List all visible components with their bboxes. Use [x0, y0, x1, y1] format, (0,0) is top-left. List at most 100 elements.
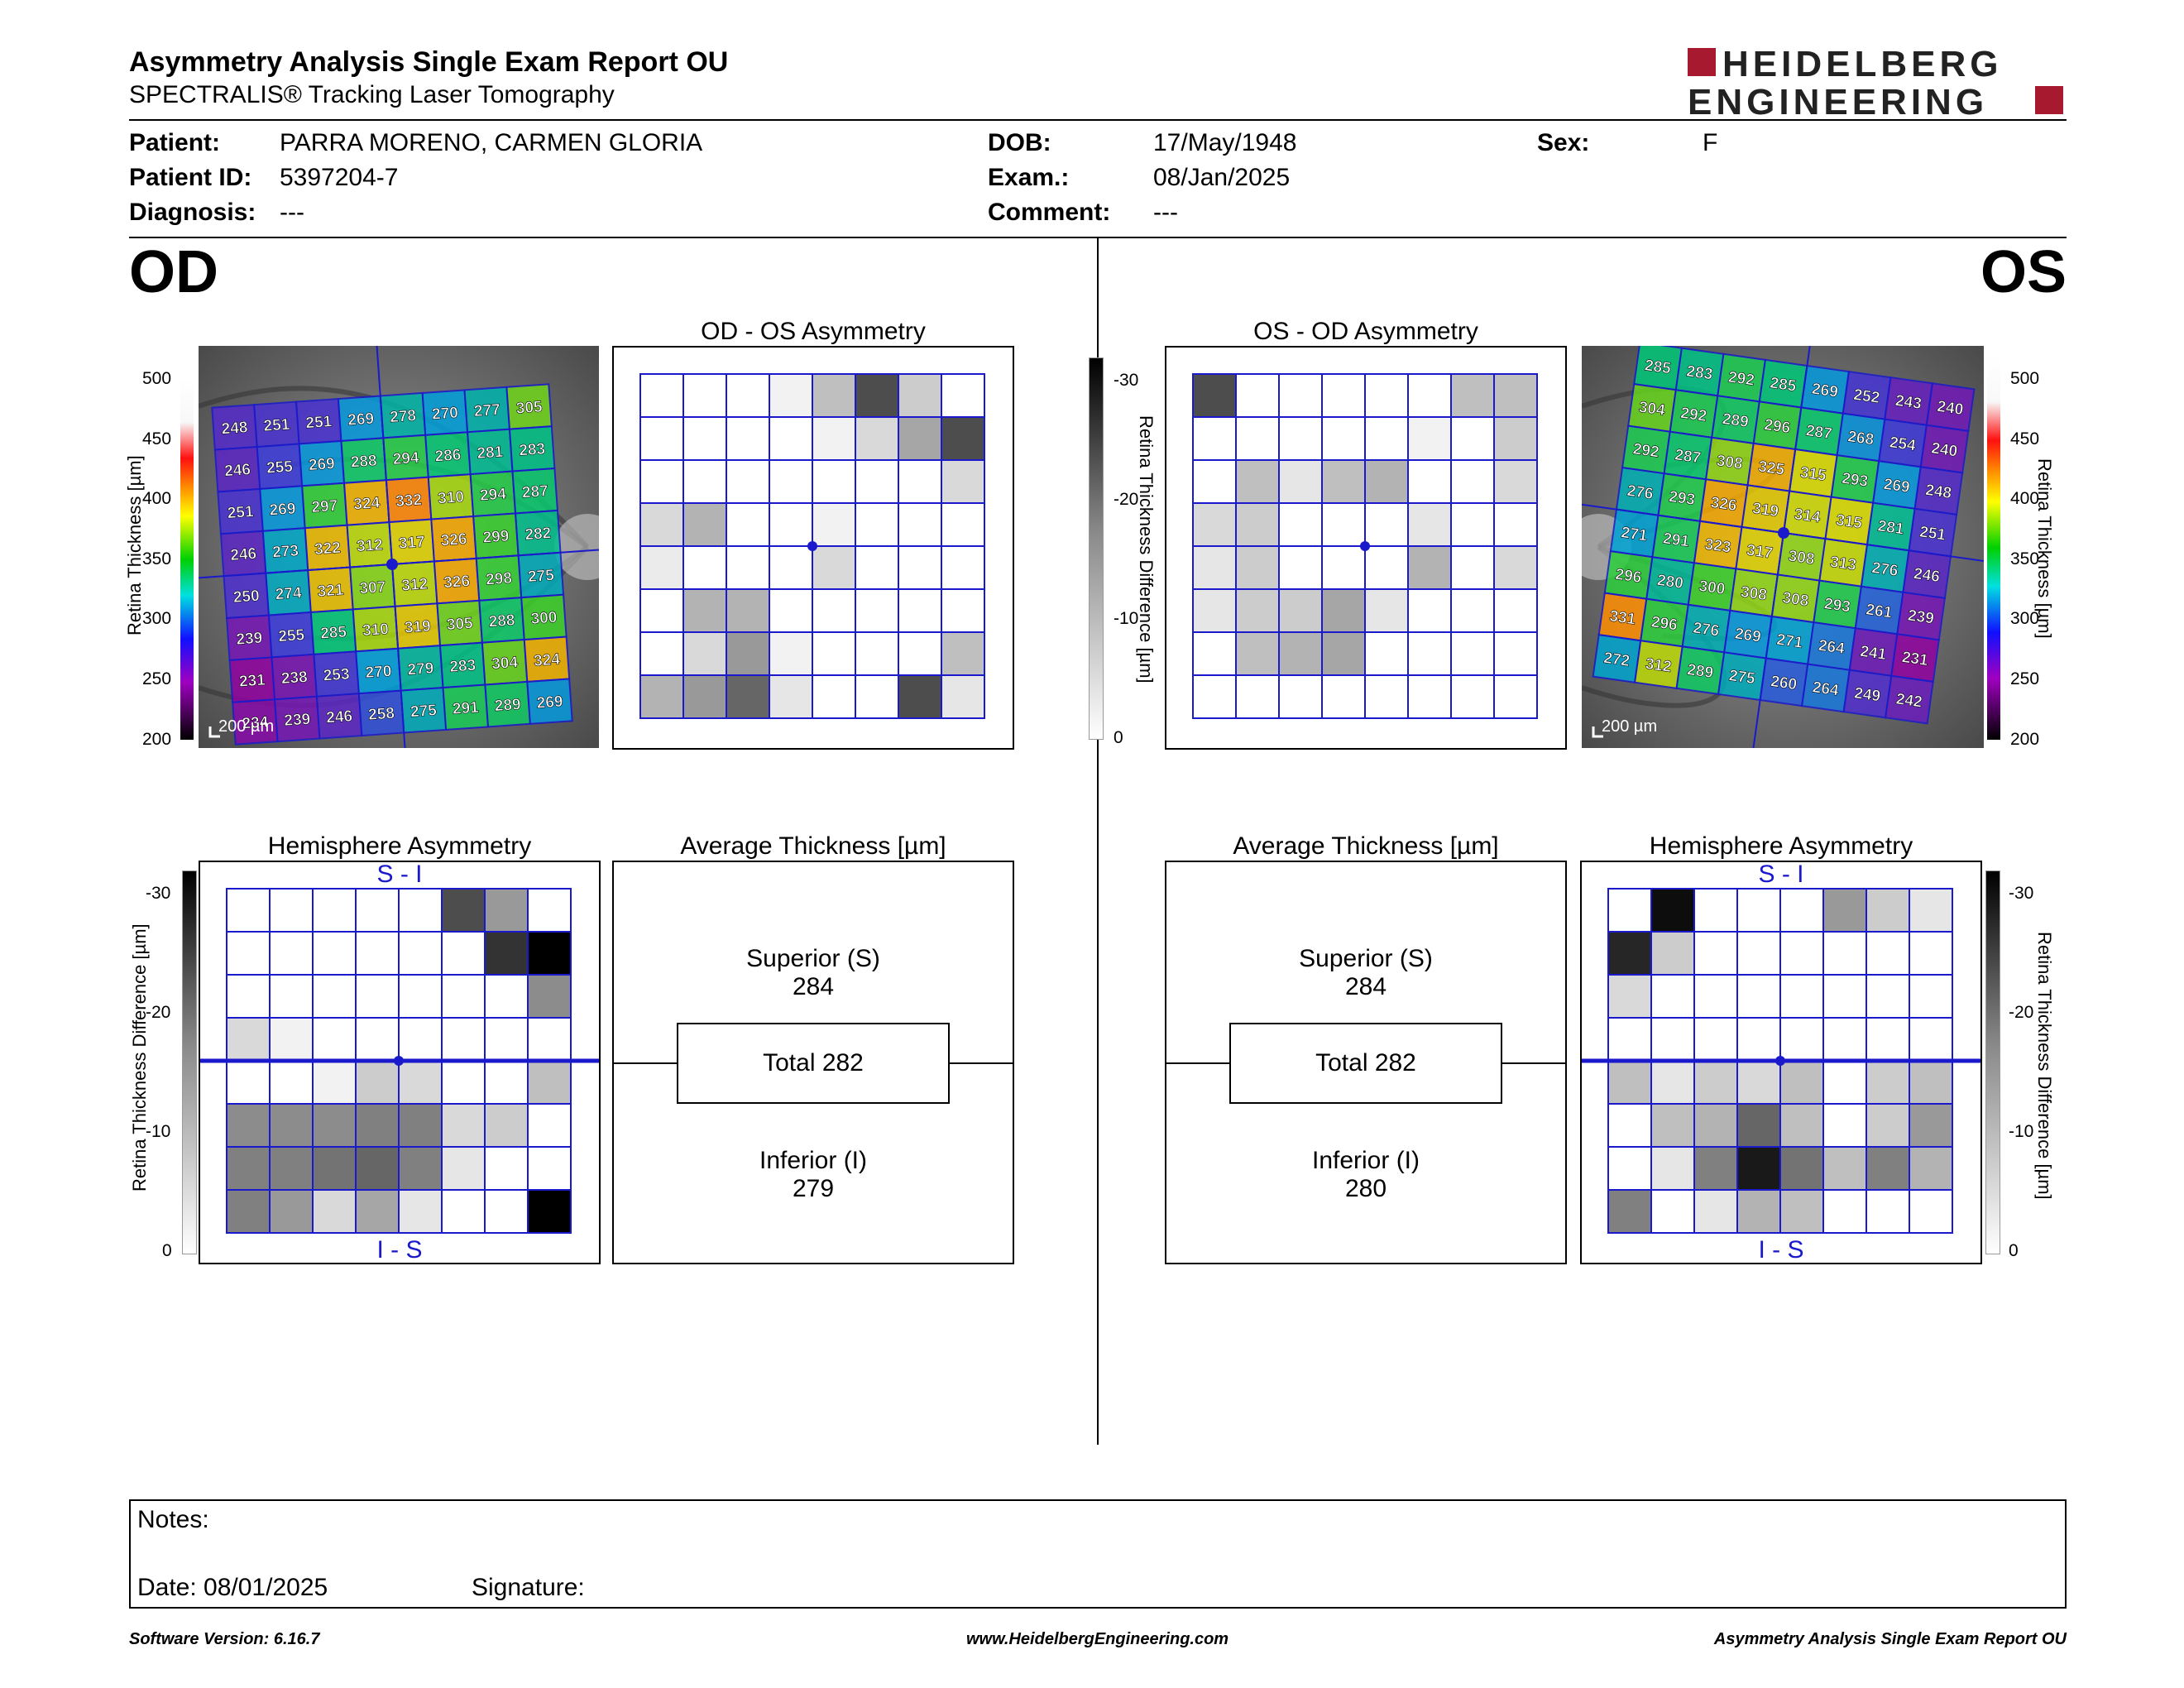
grid-cell — [1779, 1060, 1824, 1105]
grid-cell — [1736, 931, 1781, 976]
grid-cell — [1650, 1146, 1695, 1191]
thickness-value: 261 — [1865, 601, 1894, 621]
grid-cell — [441, 1060, 486, 1105]
grid-cell — [1607, 931, 1652, 976]
sex-value: F — [1703, 129, 1718, 156]
thickness-tick: 200 — [2010, 729, 2040, 749]
grid-cell — [269, 1189, 314, 1234]
thickness-value: 231 — [238, 672, 266, 691]
grid-cell — [398, 1189, 443, 1234]
grid-cell — [1192, 416, 1237, 461]
dob-label: DOB: — [988, 129, 1051, 156]
thickness-value: 293 — [1823, 595, 1851, 616]
thickness-tick: 250 — [2010, 669, 2040, 688]
grid-cell — [226, 1189, 271, 1234]
os-hemi-tick-20: -20 — [2009, 1003, 2034, 1022]
diff-tick-30: -30 — [1114, 371, 1139, 390]
grid-cell — [1736, 1189, 1781, 1234]
thickness-value: 321 — [317, 582, 345, 601]
fovea-center-marker — [1778, 527, 1789, 539]
grid-cell — [1607, 974, 1652, 1019]
grid-cell — [682, 416, 727, 461]
center-diff-axis-label: Retina Thickness Difference [µm] — [1136, 415, 1157, 683]
od-thickness-axis-label: Retina Thickness [µm] — [124, 455, 145, 635]
grid-cell — [1736, 974, 1781, 1019]
grid-cell — [769, 416, 813, 461]
thickness-value: 319 — [404, 617, 431, 636]
grid-cell — [441, 931, 486, 976]
grid-cell — [1278, 502, 1323, 547]
grid-cell — [898, 674, 942, 719]
thickness-value: 278 — [390, 407, 417, 426]
grid-cell — [682, 631, 727, 676]
grid-cell — [898, 631, 942, 676]
thickness-value: 243 — [1894, 392, 1923, 413]
grid-cell — [484, 1017, 529, 1062]
thickness-value: 292 — [1679, 405, 1707, 425]
signature-label: Signature: — [472, 1574, 585, 1601]
center-diff-colorbar — [1089, 357, 1104, 740]
thickness-value: 326 — [1709, 494, 1737, 515]
grid-cell — [398, 1017, 443, 1062]
grid-cell — [1650, 1017, 1695, 1062]
thickness-value: 288 — [488, 611, 515, 631]
grid-cell — [1364, 416, 1409, 461]
grid-cell — [312, 1017, 357, 1062]
od-hemi-tick-30: -30 — [146, 884, 171, 903]
grid-cell — [398, 1060, 443, 1105]
grid-cell — [1450, 545, 1495, 590]
grid-cell — [1450, 459, 1495, 504]
report-subtitle: SPECTRALIS® Tracking Laser Tomography — [129, 81, 615, 108]
thickness-value: 300 — [530, 609, 558, 628]
grid-cell — [226, 1017, 271, 1062]
thickness-value: 305 — [515, 398, 544, 417]
os-avg-title: Average Thickness [µm] — [1233, 832, 1499, 860]
os-asym-panel — [1165, 346, 1567, 750]
grid-cell — [1407, 459, 1452, 504]
grid-cell — [355, 1017, 400, 1062]
comment-value: --- — [1153, 199, 1178, 226]
grid-cell — [1493, 674, 1538, 719]
grid-cell — [812, 674, 856, 719]
thickness-tick: 400 — [142, 489, 172, 509]
grid-cell — [269, 931, 314, 976]
thickness-value: 323 — [1703, 535, 1731, 556]
thickness-value: 239 — [1907, 607, 1935, 627]
thickness-value: 239 — [284, 711, 311, 730]
grid-cell — [527, 974, 572, 1019]
thickness-value: 296 — [1650, 613, 1679, 634]
grid-cell — [1607, 1189, 1652, 1234]
thickness-value: 246 — [224, 461, 251, 480]
grid-cell — [1192, 631, 1237, 676]
grid-cell — [1650, 931, 1695, 976]
thickness-value: 246 — [326, 707, 353, 727]
grid-cell — [355, 1103, 400, 1148]
dob-value: 17/May/1948 — [1153, 129, 1297, 156]
grid-cell — [1693, 1017, 1738, 1062]
grid-cell — [1693, 974, 1738, 1019]
website-link[interactable]: www.HeidelbergEngineering.com — [966, 1630, 1229, 1648]
grid-cell — [1407, 545, 1452, 590]
grid-cell — [312, 1060, 357, 1105]
grid-cell — [1364, 588, 1409, 633]
diff-tick-20: -20 — [1114, 490, 1139, 509]
od-superior-label: Superior (S) — [746, 945, 880, 972]
grid-cell — [1866, 1060, 1910, 1105]
thickness-value: 289 — [494, 696, 521, 715]
patient-divider — [129, 237, 2067, 238]
grid-cell — [1321, 674, 1366, 719]
hemi-bottom-label: I - S — [1758, 1236, 1803, 1263]
grid-cell — [1822, 1017, 1867, 1062]
hemi-top-label: S - I — [376, 862, 422, 888]
grid-cell — [1407, 373, 1452, 418]
logo-line2: ENGINEERING — [1688, 82, 1988, 117]
grid-cell — [398, 931, 443, 976]
grid-cell — [398, 1146, 443, 1191]
thickness-value: 248 — [221, 419, 248, 438]
grid-cell — [1493, 416, 1538, 461]
grid-cell — [855, 416, 899, 461]
thickness-value: 286 — [434, 446, 462, 465]
os-inferior-label: Inferior (I) — [1311, 1147, 1420, 1174]
grid-cell — [226, 888, 271, 933]
thickness-value: 269 — [308, 455, 335, 474]
